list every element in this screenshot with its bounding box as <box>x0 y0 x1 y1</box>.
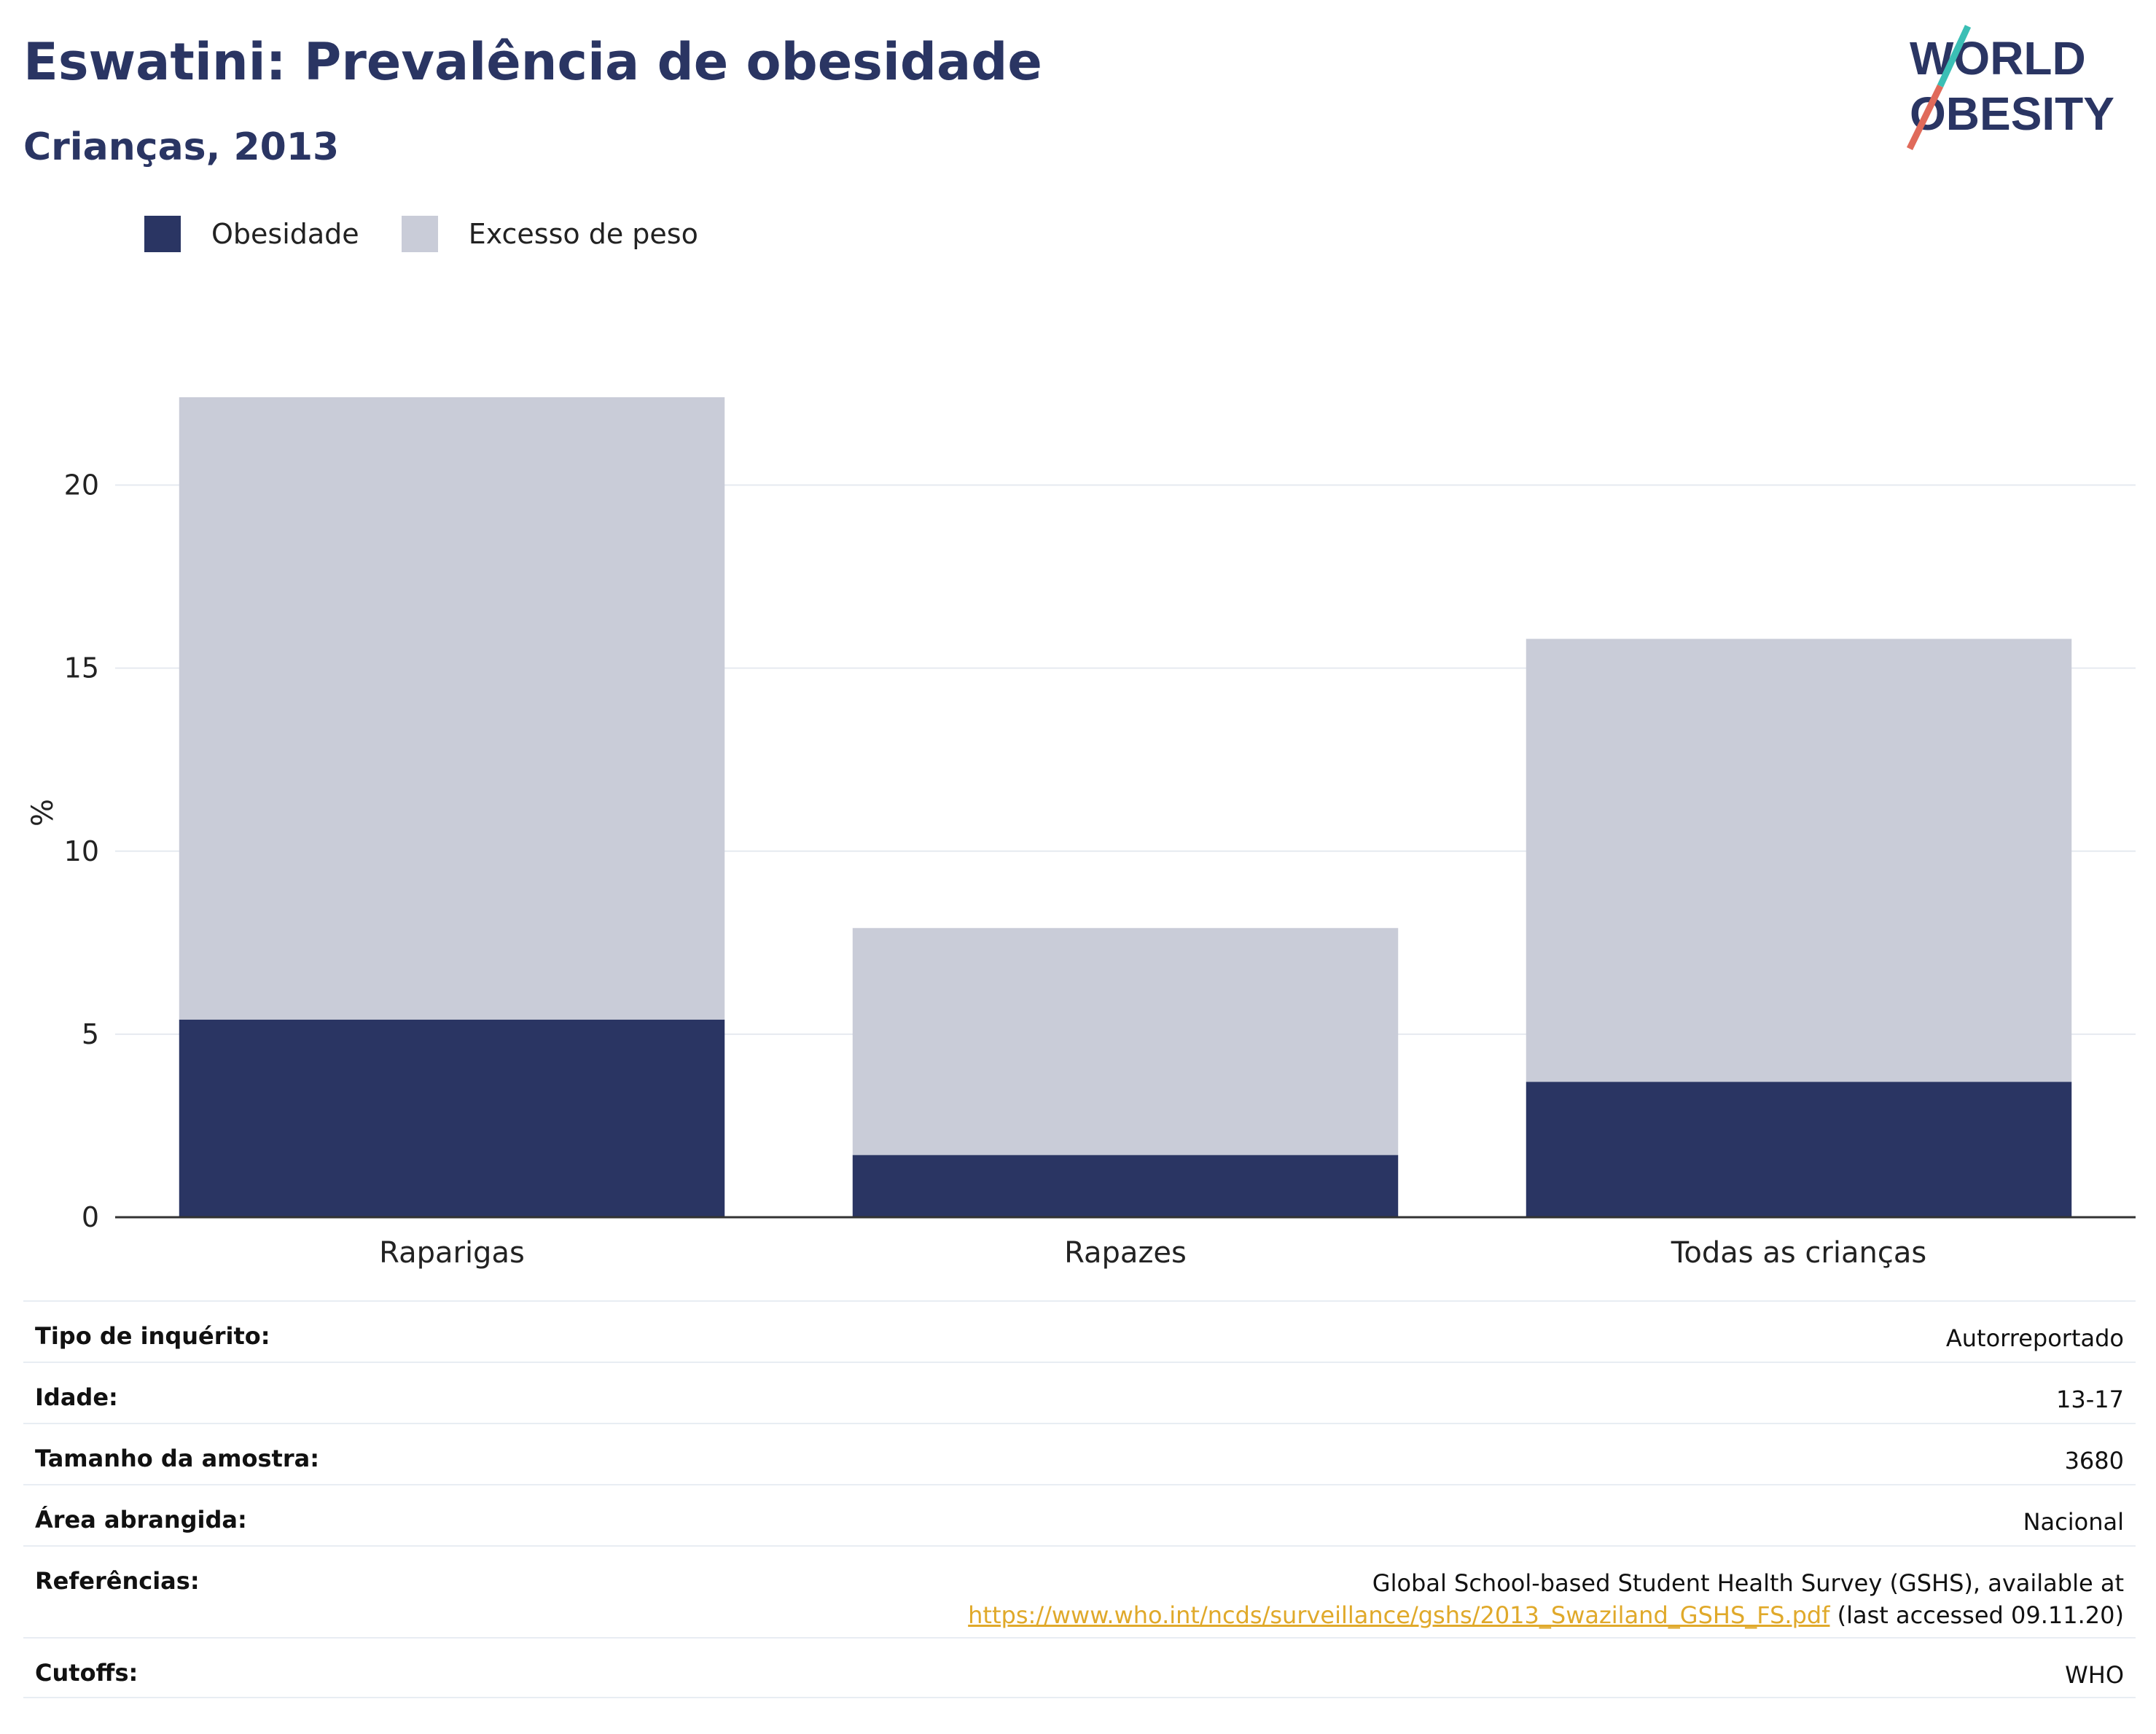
info-label-sample-size: Tamanho da amostra: <box>35 1445 319 1472</box>
world-obesity-logo: WORLD OBESITY <box>1906 25 2114 150</box>
y-axis-label: % <box>26 799 60 827</box>
bar-overweight-2 <box>1526 638 2072 1082</box>
y-tick-label: 15 <box>64 652 99 684</box>
info-label-survey-type: Tipo de inquérito: <box>35 1322 270 1350</box>
logo-line2: OBESITY <box>1910 87 2114 140</box>
info-label-references: Referências: <box>35 1567 200 1595</box>
info-row-area: Área abrangida: Nacional <box>23 1484 2136 1545</box>
legend-label-obesity: Obesidade <box>211 218 359 250</box>
info-label-cutoffs: Cutoffs: <box>35 1659 138 1687</box>
references-text: Global School-based Student Health Surve… <box>1372 1569 2124 1597</box>
bar-chart: 0 5 10 15 20% Raparigas Rapazes Todas as crianç… <box>26 397 2136 1270</box>
info-value-sample-size: 3680 <box>2064 1447 2124 1475</box>
chart-legend: Obesidade Excesso de peso <box>144 216 741 252</box>
logo-line1: WORLD <box>1910 32 2086 85</box>
bar-overweight-0 <box>179 397 725 1020</box>
info-value-survey-type: Autorreportado <box>1945 1324 2124 1352</box>
references-link[interactable]: https://www.who.int/ncds/surveillance/gs… <box>968 1601 1830 1629</box>
y-tick-label: 20 <box>64 469 99 501</box>
bar-obesity-1 <box>852 1155 1399 1217</box>
bar-obesity-2 <box>1526 1082 2072 1217</box>
bar-overweight-1 <box>852 928 1399 1155</box>
logo-stroke-red <box>1906 85 1944 150</box>
info-row-age: Idade: 13-17 <box>23 1362 2136 1423</box>
x-tick-label: Raparigas <box>379 1236 525 1270</box>
legend-item-obesity[interactable]: Obesidade <box>144 216 359 252</box>
x-tick-label: Rapazes <box>1064 1236 1187 1270</box>
legend-item-overweight[interactable]: Excesso de peso <box>401 216 698 252</box>
info-label-area: Área abrangida: <box>35 1506 247 1534</box>
info-value-age: 13-17 <box>2056 1386 2124 1413</box>
legend-swatch-obesity <box>144 216 181 252</box>
info-value-area: Nacional <box>2023 1508 2124 1536</box>
bar-obesity-0 <box>179 1019 725 1217</box>
legend-label-overweight: Excesso de peso <box>468 218 698 250</box>
y-tick-label: 10 <box>64 835 99 867</box>
info-value-references: Global School-based Student Health Surve… <box>968 1567 2124 1631</box>
references-suffix: (last accessed 09.11.20) <box>1829 1601 2124 1629</box>
survey-info-table: Tipo de inquérito: Autorreportado Idade:… <box>23 1300 2136 1698</box>
chart-subtitle: Crianças, 2013 <box>23 125 340 169</box>
x-tick-label: Todas as crianças <box>1671 1236 1926 1270</box>
info-row-cutoffs: Cutoffs: WHO <box>23 1637 2136 1698</box>
chart-title: Eswatini: Prevalência de obesidade <box>23 32 1042 92</box>
info-row-survey-type: Tipo de inquérito: Autorreportado <box>23 1300 2136 1362</box>
info-label-age: Idade: <box>35 1383 118 1411</box>
info-row-references: Referências: Global School-based Student… <box>23 1545 2136 1637</box>
y-tick-label: 0 <box>82 1201 99 1233</box>
info-value-cutoffs: WHO <box>2065 1661 2124 1689</box>
y-tick-label: 5 <box>82 1018 99 1050</box>
legend-swatch-overweight <box>401 216 438 252</box>
info-row-sample-size: Tamanho da amostra: 3680 <box>23 1423 2136 1484</box>
logo-stroke-teal <box>1937 25 1972 87</box>
